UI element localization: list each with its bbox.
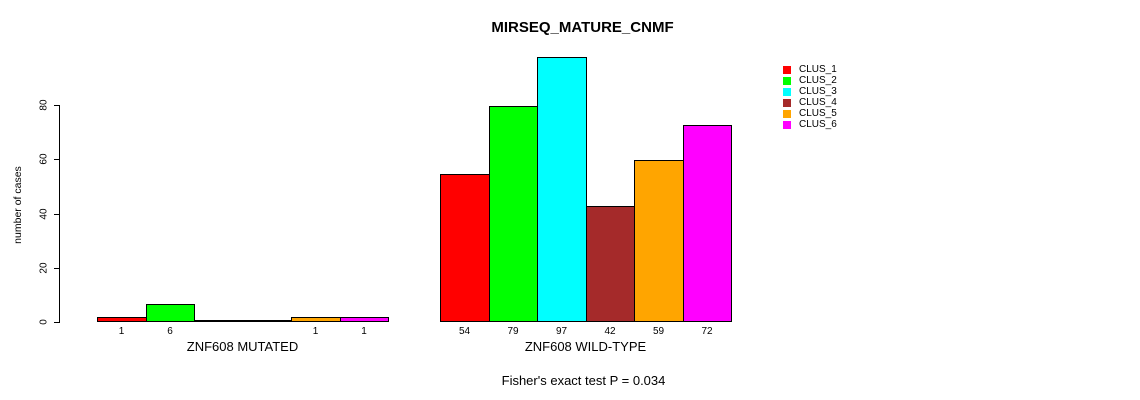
legend-color-swatch [783, 109, 791, 118]
bar-clus_1 [440, 174, 490, 322]
y-tick-label: 0 [38, 319, 50, 325]
bar-value-label: 72 [701, 326, 713, 337]
x-group-label-mutated: ZNF608 MUTATED [186, 339, 299, 354]
bar-clus_3 [194, 320, 244, 322]
bar-value-label: 6 [167, 326, 173, 337]
legend-color-swatch [783, 98, 791, 107]
bar-value-label: 79 [507, 326, 519, 337]
legend-color-swatch [783, 65, 791, 74]
bar-clus_5 [634, 160, 684, 322]
legend-item-clus_5: CLUS_5 [783, 108, 837, 119]
legend-label: CLUS_3 [799, 86, 837, 97]
y-tick [54, 268, 60, 269]
bar-value-label: 97 [555, 326, 568, 337]
bar-value-label: 42 [604, 326, 616, 337]
pvalue-annotation: Fisher's exact test P = 0.034 [501, 373, 666, 388]
bar-clus_6 [340, 317, 389, 322]
bar-clus_4 [586, 206, 635, 322]
bar-clus_2 [146, 304, 195, 322]
legend-item-clus_4: CLUS_4 [783, 97, 837, 108]
legend-item-clus_1: CLUS_1 [783, 64, 837, 75]
legend-item-clus_6: CLUS_6 [783, 119, 837, 130]
legend-label: CLUS_4 [799, 97, 837, 108]
bar-clus_2 [489, 106, 538, 322]
y-tick-label: 20 [38, 262, 50, 274]
y-tick [54, 322, 60, 323]
legend-item-clus_3: CLUS_3 [783, 86, 837, 97]
x-group-label-wild-type: ZNF608 WILD-TYPE [524, 339, 647, 354]
bar-value-label: 54 [458, 326, 471, 337]
y-tick-label: 60 [38, 153, 50, 165]
bar-value-label: 59 [652, 326, 665, 337]
y-axis-title: number of cases [12, 166, 24, 244]
bar-value-label: 1 [118, 326, 125, 337]
y-tick-label: 40 [38, 208, 50, 220]
chart-title: MIRSEQ_MATURE_CNMF [491, 19, 674, 36]
legend-item-clus_2: CLUS_2 [783, 75, 837, 86]
y-tick-label: 80 [38, 99, 50, 111]
bar-clus_1 [97, 317, 147, 322]
y-tick [54, 214, 60, 215]
bar-value-label: 1 [361, 326, 367, 337]
legend-label: CLUS_6 [799, 119, 837, 130]
legend-color-swatch [783, 76, 791, 85]
bar-clus_5 [291, 317, 341, 322]
bar-clus_3 [537, 57, 587, 322]
y-tick [54, 159, 60, 160]
legend-label: CLUS_2 [799, 75, 837, 86]
bar-clus_6 [683, 125, 732, 322]
legend-label: CLUS_5 [799, 108, 837, 119]
bar-clus_4 [243, 320, 292, 322]
bar-value-label: 1 [312, 326, 319, 337]
legend-label: CLUS_1 [799, 64, 837, 75]
legend-color-swatch [783, 120, 791, 129]
legend: CLUS_1 CLUS_2 CLUS_3 CLUS_4 CLUS_5 CLUS_6 [783, 64, 837, 130]
y-tick [54, 105, 60, 106]
legend-color-swatch [783, 87, 791, 96]
